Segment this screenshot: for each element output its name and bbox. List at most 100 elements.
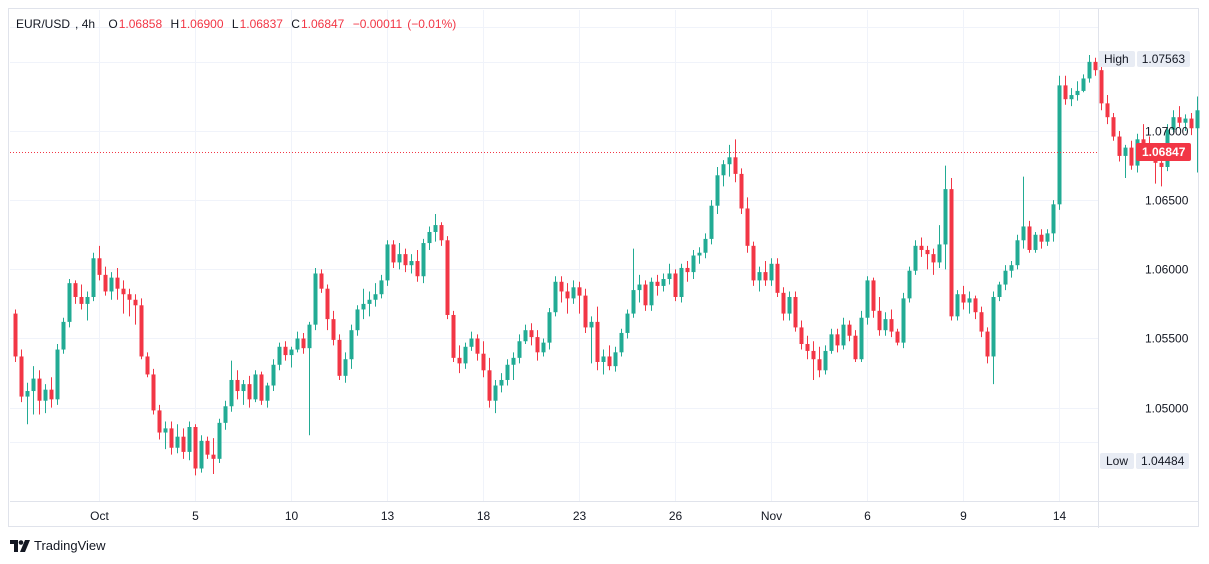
x-tick-label: 23 [573, 509, 587, 523]
candle-body [541, 342, 546, 353]
candle-body [175, 436, 180, 448]
candle-body [85, 296, 90, 304]
candle-body [115, 277, 120, 289]
candle [883, 312, 888, 336]
candle-body [73, 283, 78, 297]
candle [109, 272, 114, 300]
candle-body [439, 225, 444, 241]
candle [445, 236, 450, 320]
y-tick-label: 1.06500 [1145, 194, 1189, 208]
candle-body [709, 205, 714, 239]
x-tick-label: 13 [381, 509, 395, 523]
candle-body [319, 273, 324, 289]
candle-body [295, 338, 300, 350]
candle-body [1129, 147, 1134, 166]
candle [871, 277, 876, 318]
candle [781, 287, 786, 321]
candle [937, 225, 942, 268]
candle-body [145, 356, 150, 375]
candle [199, 435, 204, 473]
candle-body [1063, 85, 1068, 100]
candle [1117, 131, 1122, 162]
candle-body [403, 254, 408, 266]
candle [1105, 95, 1110, 125]
candle-body [931, 254, 936, 263]
candle [979, 306, 984, 338]
candle [1075, 81, 1080, 101]
x-tick-label: 10 [285, 509, 299, 523]
candle [565, 283, 570, 314]
candle-body [121, 288, 126, 295]
candle-body [445, 240, 450, 315]
candle [589, 316, 594, 364]
legend-close-value: 1.06847 [300, 17, 345, 31]
candle-body [685, 267, 690, 273]
candle [1027, 220, 1032, 253]
chart-frame[interactable]: 1.05000 1.05500 1.06000 1.06500 1.07000 1.075… [8, 8, 1200, 528]
candle [817, 346, 822, 378]
candle [49, 377, 54, 408]
candle-body [43, 389, 48, 401]
candlestick-chart[interactable]: 1.05000 1.05500 1.06000 1.06500 1.07000 1.075… [9, 9, 1200, 528]
candle [973, 295, 978, 320]
x-tick-label: 9 [960, 509, 967, 523]
candle [757, 266, 762, 292]
x-tick-label: 5 [192, 509, 199, 523]
candle [1183, 114, 1188, 132]
candle [841, 317, 846, 350]
candle-body [1027, 226, 1032, 250]
candle [1051, 200, 1056, 242]
candle [733, 139, 738, 183]
candle-body [133, 299, 138, 306]
x-tick-label: 26 [669, 509, 683, 523]
candle-body [217, 422, 222, 459]
candle [295, 331, 300, 353]
candle-body [349, 330, 354, 360]
candle [1039, 229, 1044, 249]
candle [403, 248, 408, 273]
candle-body [427, 231, 432, 244]
candle-body [409, 261, 414, 266]
candle-body [775, 263, 780, 293]
candle-body [1093, 61, 1098, 71]
brand-name: TradingView [34, 538, 106, 553]
candle [505, 359, 510, 386]
candle-body [181, 436, 186, 452]
candle-body [193, 427, 198, 469]
candle [61, 317, 66, 354]
candle-body [241, 384, 246, 392]
candle-body [235, 379, 240, 392]
candle [655, 274, 660, 296]
candle-body [871, 280, 876, 311]
candle-body [253, 374, 258, 400]
candle-body [391, 244, 396, 263]
candle-body [721, 164, 726, 176]
candle-body [949, 189, 954, 317]
candle [307, 321, 312, 436]
legend-low-label: L [231, 17, 239, 31]
candle [475, 334, 480, 361]
candle-body [643, 284, 648, 306]
candle [955, 290, 960, 321]
candle-body [25, 391, 30, 397]
candle-body [199, 440, 204, 469]
candle-body [331, 319, 336, 340]
candle-body [373, 294, 378, 300]
candle [325, 284, 330, 331]
candle [97, 245, 102, 281]
tradingview-logo[interactable]: TradingView [10, 538, 106, 553]
candle-body [457, 357, 462, 364]
candle [913, 240, 918, 275]
candle-body [277, 346, 282, 365]
candle [1057, 75, 1062, 210]
candle [373, 283, 378, 307]
candle-body [529, 330, 534, 338]
candle-body [1189, 118, 1194, 129]
x-tick-label: 6 [864, 509, 871, 523]
candle-body [151, 374, 156, 411]
candle [769, 258, 774, 286]
candle [547, 308, 552, 350]
candle-body [613, 352, 618, 367]
candle-body [997, 284, 1002, 297]
legend-high-value: 1.06900 [180, 17, 224, 31]
